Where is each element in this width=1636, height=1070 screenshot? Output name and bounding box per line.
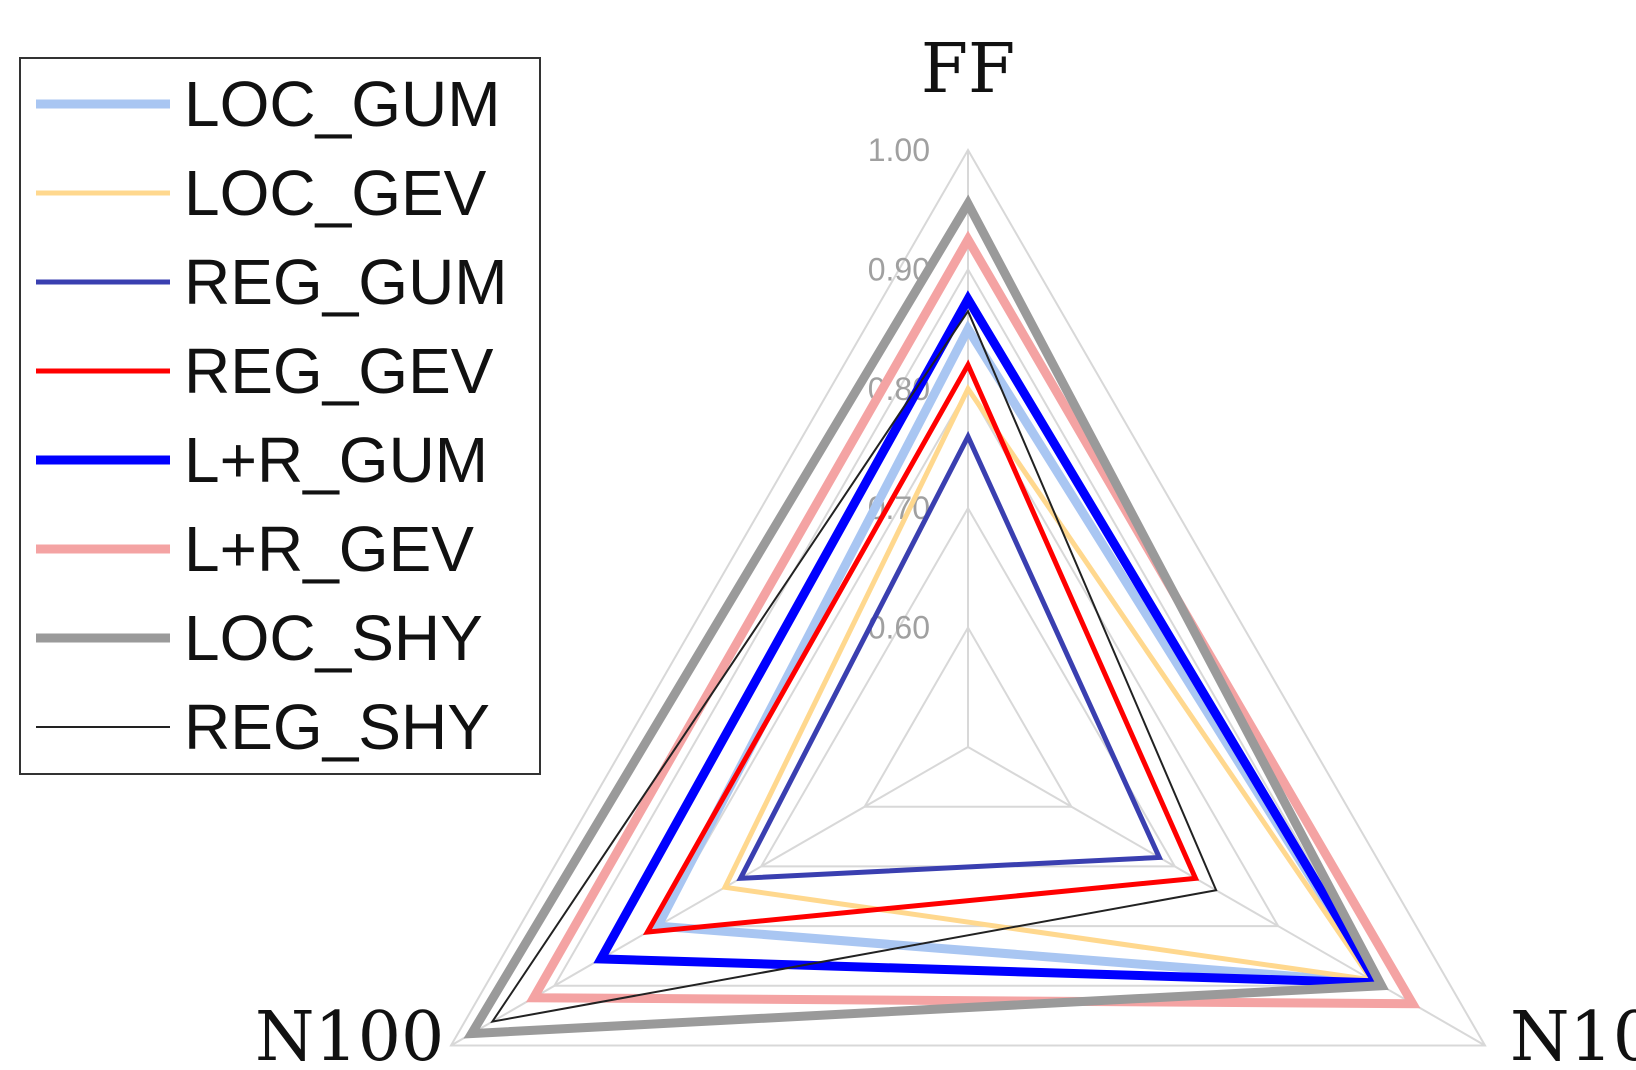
- series-line-lplusr_gev: [525, 230, 1421, 1009]
- legend-label: L+R_GUM: [184, 424, 488, 496]
- legend-item: LOC_GUM: [36, 68, 501, 140]
- legend-label: LOC_GEV: [184, 157, 487, 229]
- legend-item: LOC_GEV: [36, 157, 487, 229]
- series-line-reg_shy: [490, 309, 1218, 1024]
- radar-grid: [449, 148, 1487, 1047]
- series-line-loc_gev: [721, 383, 1377, 984]
- grid-ring-3: [656, 386, 1280, 928]
- axis-title-ff: FF: [921, 30, 1015, 109]
- series-line-reg_gum: [736, 430, 1164, 882]
- grid-ring-5: [449, 148, 1487, 1047]
- legend-label: REG_SHY: [184, 691, 490, 763]
- legend-label: REG_GEV: [184, 335, 494, 407]
- series-lines: [463, 194, 1421, 1039]
- legend-label: LOC_SHY: [184, 602, 483, 674]
- legend-item: REG_GUM: [36, 246, 508, 318]
- legend-label: LOC_GUM: [184, 68, 501, 140]
- legend-item: L+R_GUM: [36, 424, 488, 496]
- legend-label: REG_GUM: [184, 246, 508, 318]
- legend-item: REG_SHY: [36, 691, 490, 763]
- spoke-n10: [967, 746, 1486, 1047]
- legend-item: LOC_SHY: [36, 602, 483, 674]
- legend-item: L+R_GEV: [36, 513, 474, 585]
- axis-titles: FF N10 N100: [255, 30, 1636, 1070]
- series-line-loc_gum: [650, 320, 1385, 989]
- series-line-loc_shy: [463, 194, 1389, 1039]
- legend-item: REG_GEV: [36, 335, 494, 407]
- tick-label-5: 1.00: [868, 132, 930, 168]
- grid-ring-1: [862, 625, 1074, 808]
- axis-title-n10: N10: [1510, 998, 1636, 1070]
- legend-frame: [19, 57, 541, 775]
- series-line-lplusr_gum: [593, 290, 1385, 988]
- grid-ring-4: [552, 267, 1384, 987]
- legend-label: L+R_GEV: [184, 513, 474, 585]
- axis-title-n100: N100: [255, 998, 444, 1070]
- legend-items: LOC_GUM LOC_GEV REG_GUM REG_GEV L+R_GUM L+R_G…: [36, 68, 508, 763]
- series-line-reg_gev: [642, 359, 1200, 936]
- legend: LOC_GUM LOC_GEV REG_GUM REG_GEV L+R_GUM L+R_G…: [19, 57, 541, 775]
